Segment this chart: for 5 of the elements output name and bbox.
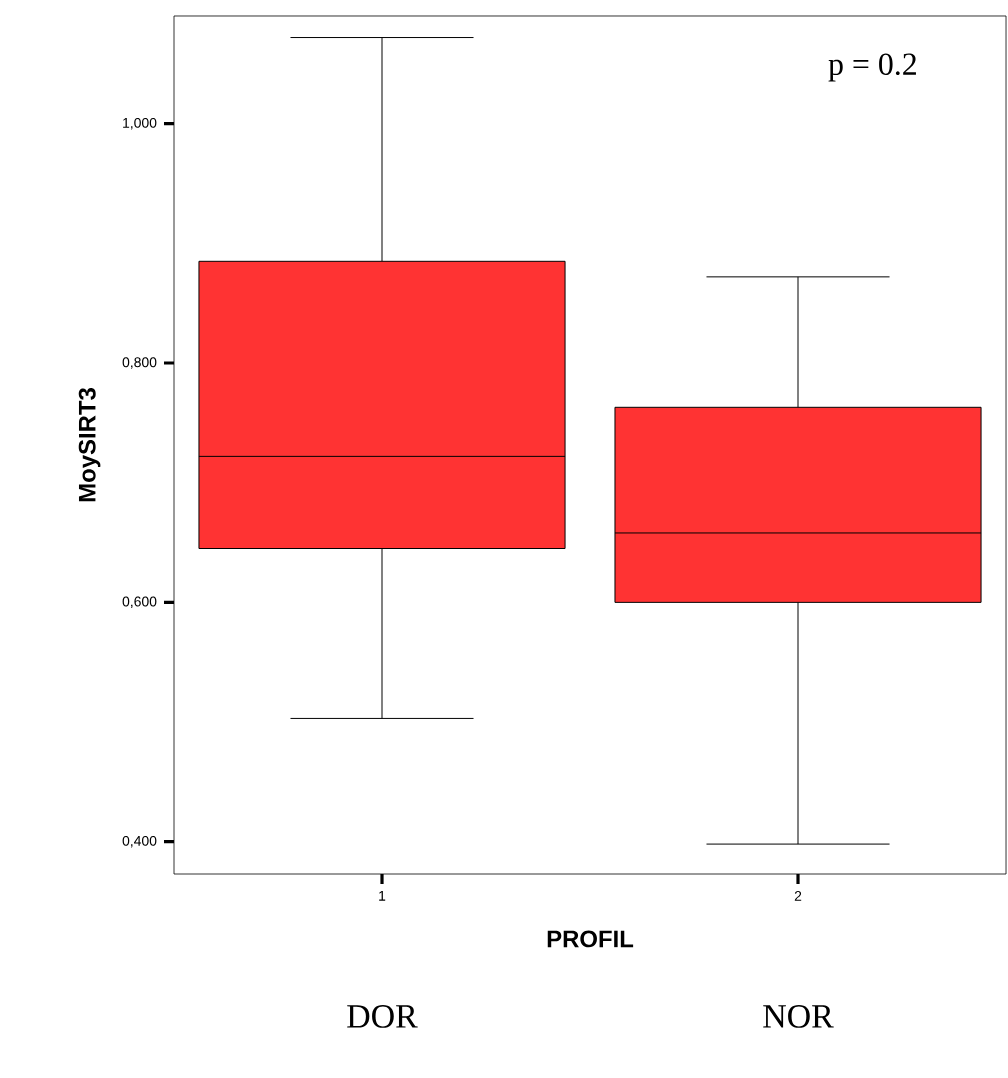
text: DOR: [347, 1005, 418, 1028]
text: NOR: [763, 1005, 834, 1028]
annotation: p = 0.2: [828, 53, 916, 82]
y-axis-title: MoySIRT3: [78, 388, 101, 502]
x-axis-title: PROFIL: [547, 930, 634, 948]
